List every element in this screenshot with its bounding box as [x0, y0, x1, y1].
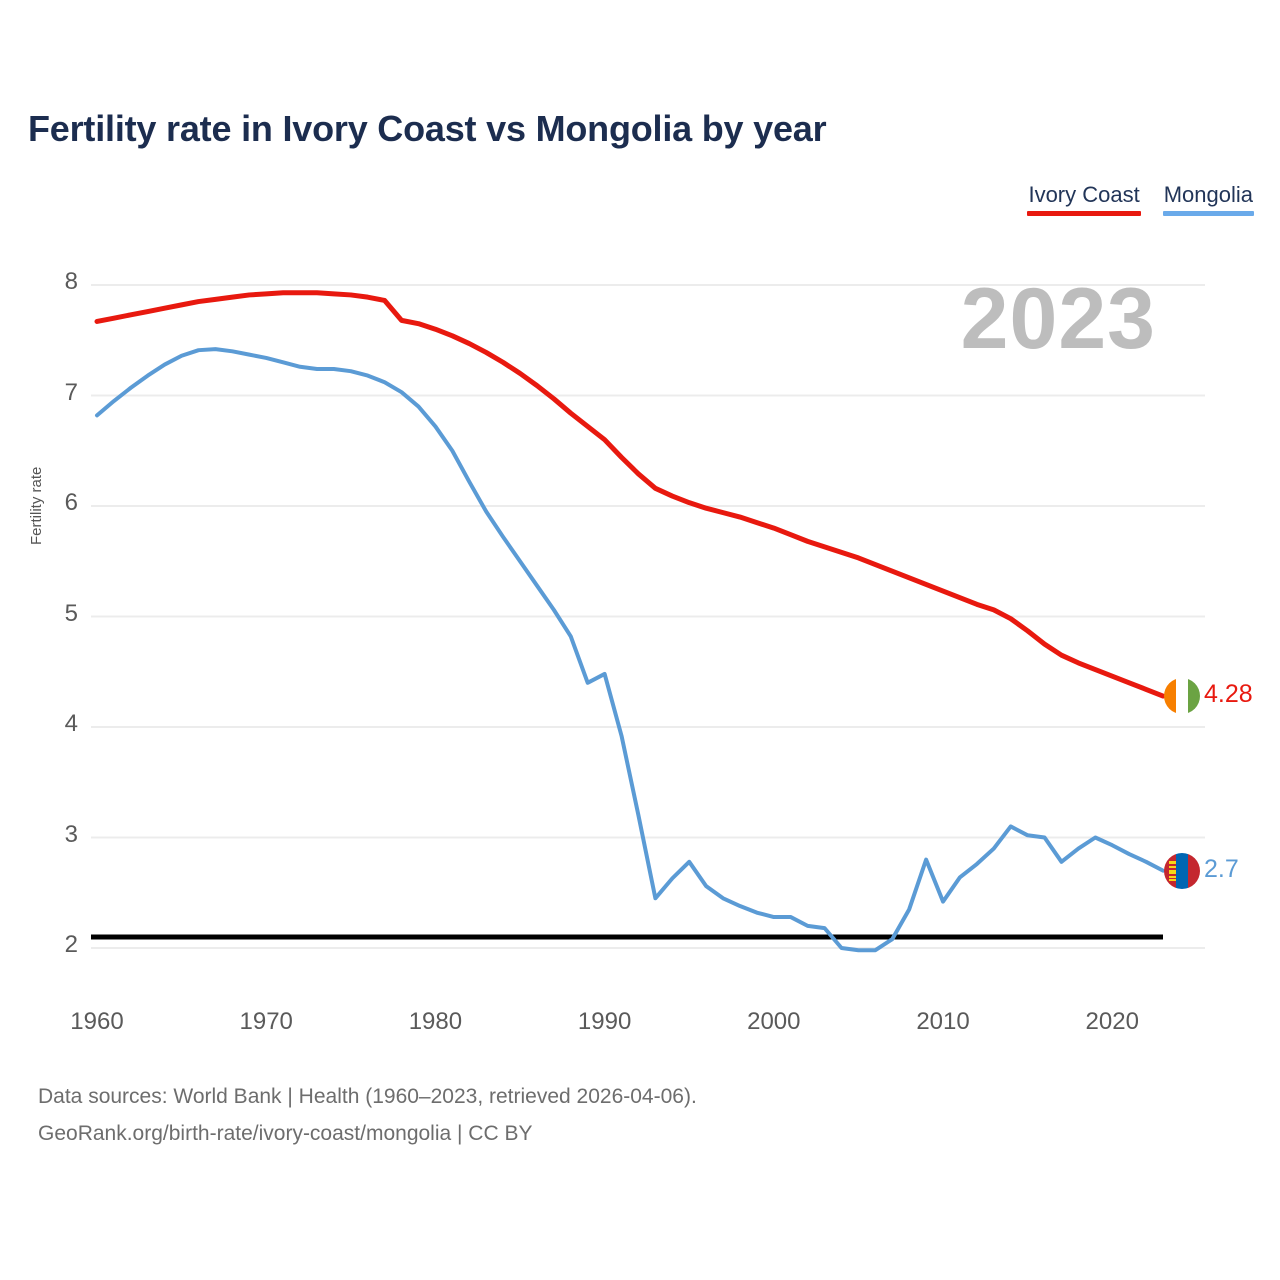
y-tick-5: 5 — [64, 599, 78, 627]
legend-label-ivory-coast: Ivory Coast — [1028, 182, 1140, 207]
legend-rule-ivory-coast — [1027, 211, 1141, 217]
x-tick-1980: 1980 — [408, 1008, 463, 1035]
year-watermark: 2023 — [960, 271, 1156, 367]
y-tick-2: 2 — [64, 931, 78, 958]
legend-rule-mongolia — [1162, 211, 1254, 217]
x-tick-2000: 2000 — [747, 1008, 801, 1035]
page-title: Fertility rate in Ivory Coast vs Mongoli… — [28, 108, 827, 149]
y-tick-4: 4 — [64, 710, 78, 737]
x-tick-1960: 1960 — [70, 1008, 124, 1035]
y-tick-3: 3 — [64, 820, 78, 848]
legend-item-mongolia[interactable]: Mongolia — [1162, 182, 1254, 217]
legend-item-ivory-coast[interactable]: Ivory Coast — [1027, 182, 1141, 217]
mongolia-flag-icon — [1164, 852, 1200, 889]
x-tick-2010: 2010 — [916, 1008, 970, 1035]
x-tick-1990: 1990 — [577, 1008, 632, 1035]
footer-attribution: GeoRank.org/birth-rate/ivory-coast/mongo… — [38, 1122, 533, 1145]
x-tick-2020: 2020 — [1085, 1008, 1139, 1035]
chart-legend: Ivory Coast Mongolia — [1027, 182, 1254, 217]
ivory-coast-end-value: 4.28 — [1204, 680, 1253, 709]
y-tick-6: 6 — [64, 489, 78, 516]
x-tick-1970: 1970 — [239, 1008, 293, 1035]
soyombo-symbol-icon — [1169, 860, 1176, 881]
legend-label-mongolia: Mongolia — [1163, 182, 1253, 207]
y-tick-8: 8 — [64, 268, 78, 295]
footer-data-sources: Data sources: World Bank | Health (1960–… — [38, 1085, 697, 1108]
ivory-coast-flag-icon — [1164, 678, 1200, 715]
y-tick-7: 7 — [64, 378, 78, 406]
mongolia-end-value: 2.7 — [1204, 854, 1239, 883]
